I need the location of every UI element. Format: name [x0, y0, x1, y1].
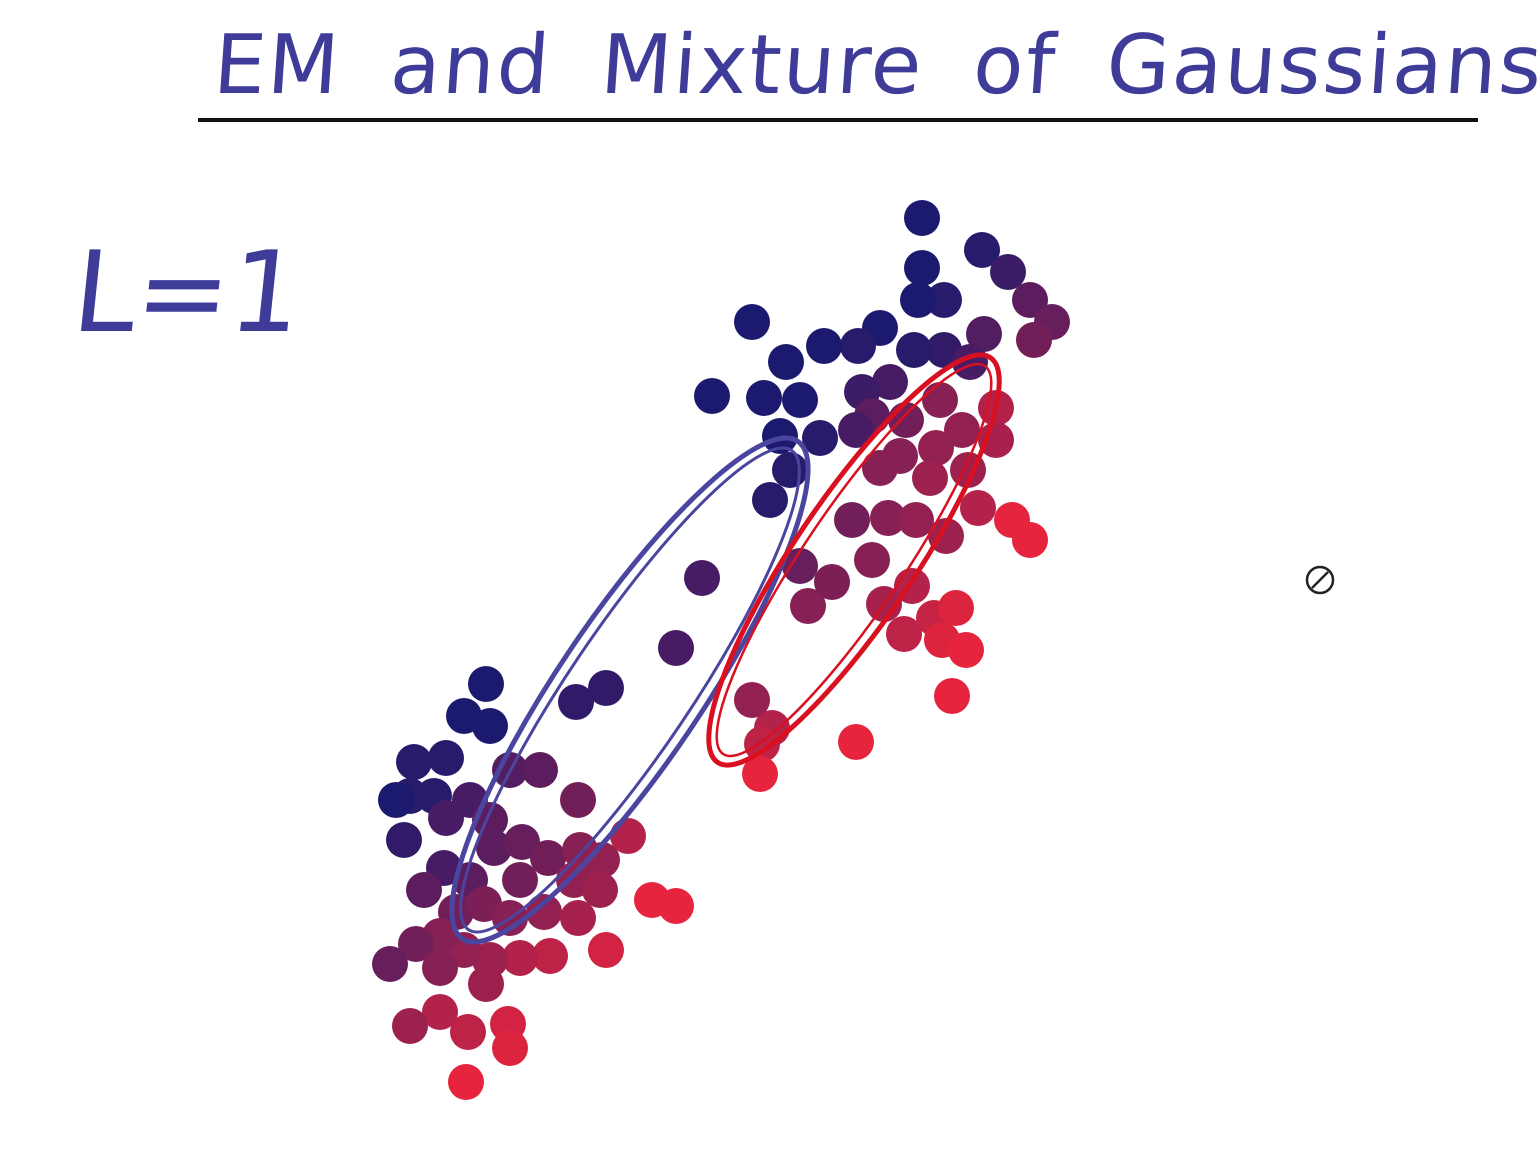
data-point [372, 946, 408, 982]
data-point [588, 932, 624, 968]
data-point [948, 632, 984, 668]
data-point [934, 678, 970, 714]
data-point [966, 316, 1002, 352]
data-point [922, 382, 958, 418]
data-point [558, 684, 594, 720]
data-point [502, 862, 538, 898]
data-point [492, 1030, 528, 1066]
data-point [768, 344, 804, 380]
data-point [502, 940, 538, 976]
data-point [530, 840, 566, 876]
data-point [960, 490, 996, 526]
data-point [834, 502, 870, 538]
data-point [582, 872, 618, 908]
data-point [1012, 522, 1048, 558]
not-allowed-cursor-icon [1305, 565, 1335, 595]
data-point [560, 782, 596, 818]
red-gaussian-ellipse [706, 352, 1002, 768]
data-point [422, 994, 458, 1030]
data-point [658, 630, 694, 666]
data-point [694, 378, 730, 414]
data-points [372, 200, 1070, 1100]
data-point [814, 564, 850, 600]
data-point [840, 328, 876, 364]
data-point [990, 254, 1026, 290]
data-point [964, 232, 1000, 268]
data-point [378, 782, 414, 818]
data-point [560, 900, 596, 936]
data-point [468, 966, 504, 1002]
data-point [872, 364, 908, 400]
title-underline [198, 118, 1478, 122]
data-point [762, 418, 798, 454]
data-point [658, 888, 694, 924]
data-point [918, 430, 954, 466]
data-point [854, 542, 890, 578]
data-point [838, 412, 874, 448]
data-point [886, 616, 922, 652]
data-point [900, 282, 936, 318]
data-point [870, 500, 906, 536]
data-point [1016, 322, 1052, 358]
data-point [450, 1014, 486, 1050]
data-point [734, 304, 770, 340]
data-point [896, 332, 932, 368]
data-point [522, 752, 558, 788]
data-point [398, 926, 434, 962]
data-point [752, 482, 788, 518]
data-point [888, 402, 924, 438]
data-point [802, 420, 838, 456]
data-point [472, 708, 508, 744]
data-point [782, 548, 818, 584]
data-point [504, 824, 540, 860]
data-point [904, 250, 940, 286]
data-point [926, 282, 962, 318]
data-point [476, 830, 512, 866]
data-point [448, 1064, 484, 1100]
data-point [396, 744, 432, 780]
data-point [392, 1008, 428, 1044]
data-point [772, 452, 808, 488]
data-point [838, 724, 874, 760]
data-point [684, 560, 720, 596]
blue-gaussian-ellipse [449, 435, 811, 945]
data-point [742, 756, 778, 792]
data-point [532, 938, 568, 974]
data-point [746, 380, 782, 416]
data-point [806, 328, 842, 364]
data-point [938, 590, 974, 626]
data-point [1012, 282, 1048, 318]
data-point [898, 502, 934, 538]
data-point [734, 682, 770, 718]
data-point [782, 382, 818, 418]
data-point [944, 412, 980, 448]
data-point [526, 894, 562, 930]
data-point [862, 450, 898, 486]
data-point [422, 950, 458, 986]
data-point [468, 666, 504, 702]
data-point [588, 670, 624, 706]
data-point [428, 740, 464, 776]
data-point [610, 818, 646, 854]
data-point [912, 460, 948, 496]
data-point [406, 872, 442, 908]
data-point [386, 822, 422, 858]
data-point [790, 588, 826, 624]
data-point [904, 200, 940, 236]
